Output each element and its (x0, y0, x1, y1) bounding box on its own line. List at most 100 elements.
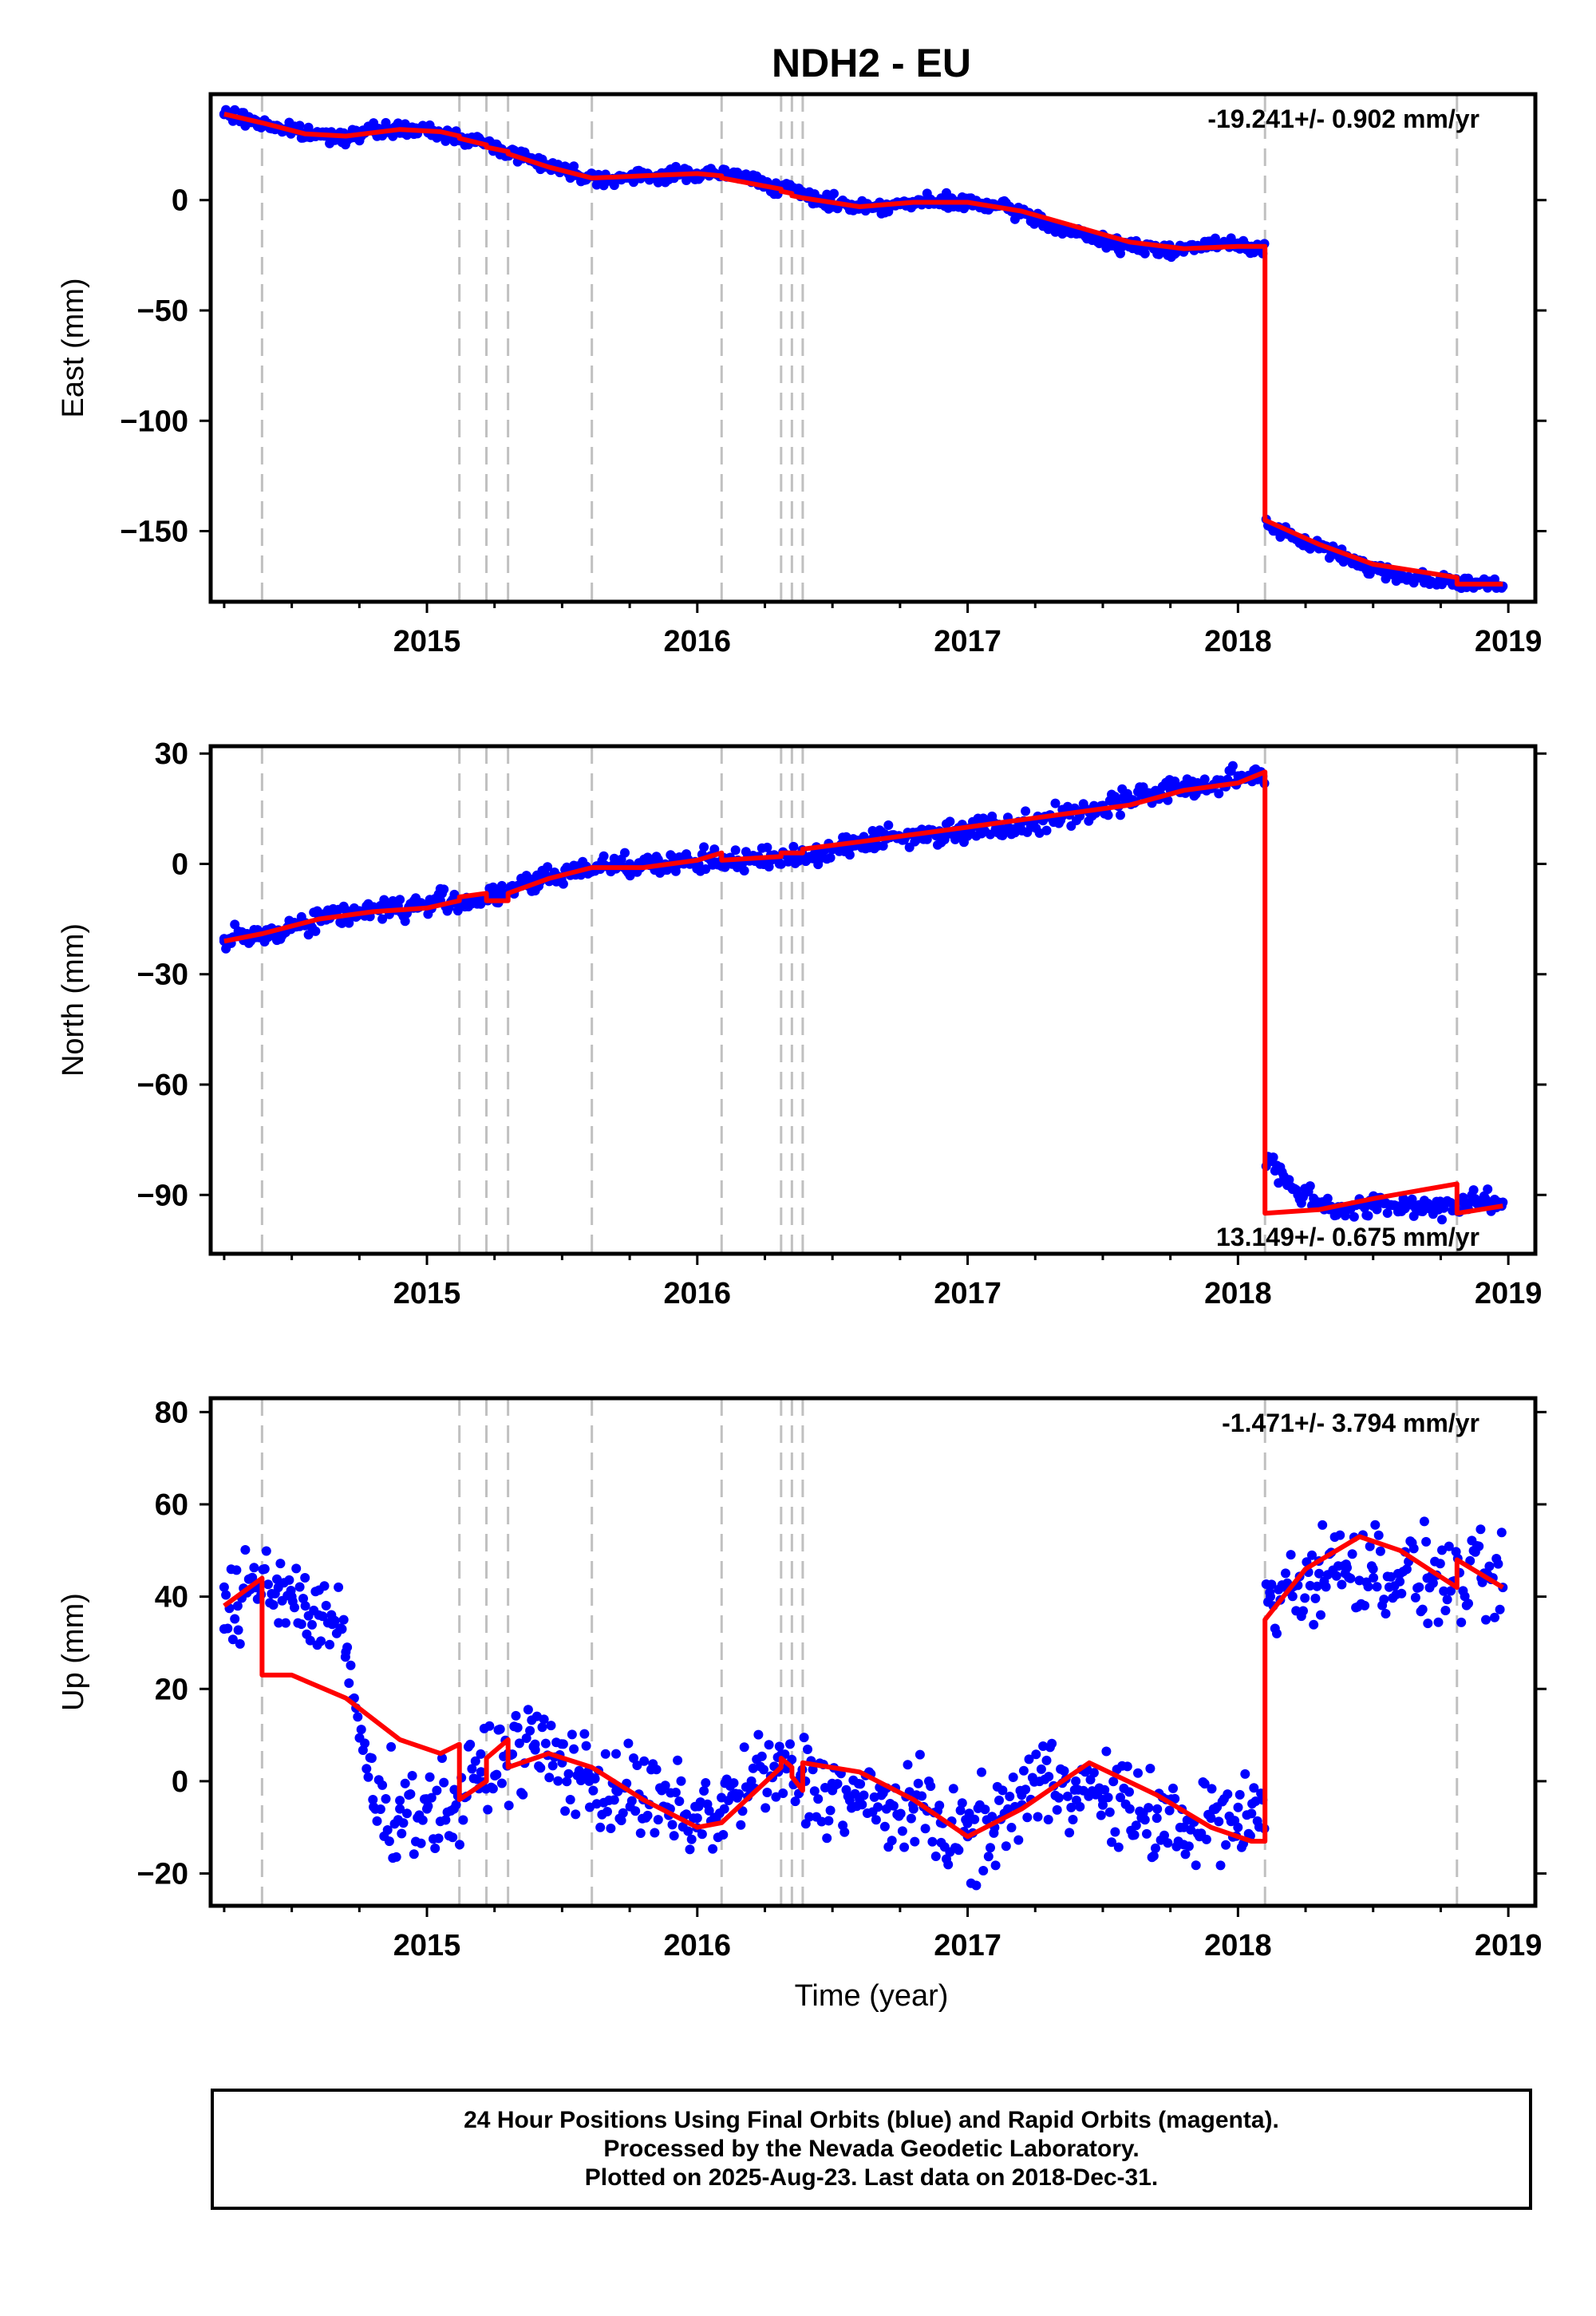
data-point (1322, 1193, 1333, 1203)
data-point (484, 1721, 495, 1731)
data-point (913, 1778, 923, 1788)
data-point (824, 1816, 834, 1826)
data-point (977, 1767, 986, 1777)
data-point (606, 1824, 616, 1833)
data-point (804, 1812, 815, 1822)
data-point-up-4 (273, 1583, 283, 1593)
y-tick-label-east-2: −100 (120, 405, 188, 438)
data-point (1460, 1591, 1470, 1602)
data-point (888, 1800, 899, 1811)
data-points-north (219, 761, 1508, 1225)
data-point-up-24 (746, 1776, 757, 1786)
data-point (353, 1712, 363, 1722)
data-point (1444, 1541, 1454, 1551)
data-point (416, 1838, 426, 1848)
data-point-up-43 (1246, 1808, 1257, 1819)
data-point (281, 1618, 290, 1628)
data-point (778, 1788, 788, 1798)
data-point-up-2 (246, 1573, 256, 1583)
data-point (820, 1783, 830, 1792)
data-point (300, 1573, 310, 1583)
data-point-east-45 (1422, 575, 1432, 585)
data-point (1465, 1555, 1476, 1566)
data-point (1372, 1582, 1382, 1592)
data-point (433, 1833, 444, 1844)
data-point (1116, 810, 1125, 820)
data-point (825, 852, 836, 863)
data-point (439, 884, 449, 895)
data-point (762, 842, 772, 852)
data-point (1370, 1520, 1381, 1530)
data-point (384, 1836, 394, 1847)
data-point (829, 188, 839, 199)
data-point-east-44 (1395, 570, 1405, 580)
data-point (630, 1806, 641, 1816)
data-point (1395, 1576, 1405, 1587)
data-point (409, 1849, 419, 1860)
y-tick-label-north-2: −30 (137, 958, 188, 992)
data-point-east-32 (1084, 232, 1094, 243)
data-point (764, 1740, 774, 1750)
data-point-up-47 (1341, 1559, 1351, 1570)
data-point (221, 1590, 231, 1600)
data-point-up-41 (1206, 1813, 1216, 1824)
data-point (1287, 1591, 1298, 1602)
data-point (635, 1828, 646, 1838)
data-point (426, 1792, 437, 1803)
data-point (372, 1816, 382, 1826)
data-point (844, 1796, 855, 1805)
data-point (1041, 825, 1052, 836)
data-point (1305, 1580, 1315, 1591)
data-point (934, 1800, 945, 1811)
data-point (708, 1844, 718, 1854)
data-point (227, 1634, 238, 1645)
data-point (1456, 1617, 1467, 1627)
data-point (539, 1714, 549, 1725)
data-point (917, 1791, 927, 1801)
y-tick-label-north-1: 0 (172, 848, 188, 881)
data-point (305, 1635, 315, 1646)
x-tick-label-east-4: 2019 (1475, 625, 1543, 658)
data-point (674, 1796, 685, 1806)
data-point (543, 862, 553, 872)
data-point (1151, 1843, 1160, 1853)
data-point (1180, 1849, 1191, 1860)
data-point (980, 1804, 990, 1815)
data-point (1221, 1840, 1231, 1850)
data-point (544, 1773, 555, 1783)
data-point (1038, 1741, 1049, 1751)
y-axis-label-east: East (mm) (57, 278, 90, 417)
data-point (504, 1800, 514, 1811)
data-point (600, 1749, 610, 1759)
data-point-up-0 (219, 1624, 229, 1634)
data-point (1148, 1851, 1159, 1861)
x-tick-label-up-2: 2017 (934, 1929, 1001, 1962)
panel-east: 2015 2016 2017 2018 2019 0 −50 −100 −150 East (mm… (57, 92, 1547, 658)
data-point (1495, 1604, 1505, 1614)
data-point-up-39 (1152, 1813, 1162, 1824)
data-point (579, 1729, 590, 1739)
data-point-up-38 (1124, 1804, 1135, 1814)
data-point (683, 1826, 693, 1836)
data-point (650, 1828, 660, 1838)
data-point (400, 916, 410, 927)
data-point-north-42 (1341, 1204, 1351, 1215)
data-point-north-39 (1266, 1153, 1275, 1164)
data-point (920, 1824, 930, 1834)
data-point (397, 1828, 407, 1839)
data-point (465, 1739, 476, 1749)
data-point (1423, 1618, 1433, 1629)
data-point (1031, 1749, 1041, 1760)
data-point (1337, 1579, 1347, 1590)
data-point-up-34 (1017, 1790, 1027, 1800)
data-point (407, 1771, 417, 1780)
data-point (275, 1559, 286, 1569)
data-point (1298, 1606, 1308, 1616)
data-point (1104, 1807, 1115, 1817)
data-point (1013, 1835, 1024, 1845)
data-point (294, 121, 305, 131)
data-point (771, 1792, 781, 1802)
data-point (887, 1836, 897, 1846)
data-point (395, 895, 405, 905)
